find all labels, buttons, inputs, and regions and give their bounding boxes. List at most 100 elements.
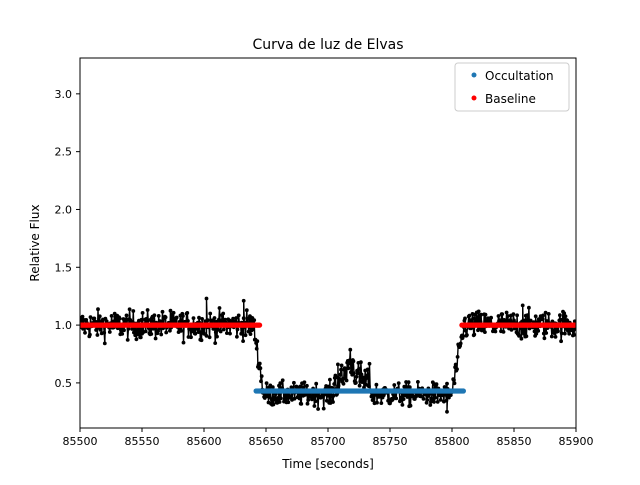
light-curve-point <box>179 329 184 333</box>
light-curve-point <box>236 313 241 318</box>
light-curve-point <box>476 309 481 314</box>
light-curve-point <box>199 338 204 343</box>
y-axis-label: Relative Flux <box>28 204 42 281</box>
light-curve-point <box>416 380 420 384</box>
light-curve-point <box>546 312 551 316</box>
light-curve-point <box>392 383 397 387</box>
light-curve-point <box>520 303 525 308</box>
light-curve-point <box>264 381 269 385</box>
light-curve-point <box>197 315 201 320</box>
light-curve-point <box>434 382 439 387</box>
x-tick-label: 85600 <box>187 435 222 448</box>
light-curve-point <box>428 403 433 407</box>
light-curve-point <box>286 400 291 405</box>
light-curve-point <box>185 311 190 315</box>
light-curve-point <box>212 326 216 331</box>
light-curve-point <box>160 309 165 314</box>
light-curve-point <box>432 400 436 404</box>
light-curve-point <box>346 366 351 371</box>
light-curve-point <box>96 307 100 312</box>
legend-occultation-label: Occultation <box>485 69 554 83</box>
light-curve-point <box>405 395 410 399</box>
light-curve-point <box>562 311 567 316</box>
y-tick-label: 1.0 <box>55 319 73 332</box>
light-curve-point <box>257 361 262 366</box>
light-curve-point <box>458 341 463 346</box>
light-curve-point <box>560 317 565 322</box>
light-curve-point <box>205 318 210 323</box>
light-curve-point <box>501 330 506 334</box>
light-curve-point <box>88 332 92 337</box>
light-curve-point <box>131 309 136 313</box>
light-curve-point <box>221 311 226 316</box>
light-curve-point <box>559 331 564 336</box>
light-curve-point <box>540 317 545 321</box>
light-curve-point <box>440 393 445 398</box>
light-curve-point <box>102 330 107 335</box>
light-curve-point <box>278 381 283 386</box>
light-curve-point <box>504 310 509 315</box>
light-curve-point <box>361 375 366 380</box>
light-curve-point <box>152 313 157 318</box>
light-curve-point <box>231 316 236 321</box>
light-curve-point <box>84 318 89 322</box>
light-curve-point <box>243 333 248 338</box>
light-curve-point <box>467 313 472 318</box>
light-curve-point <box>463 316 467 321</box>
light-curve-point <box>292 380 296 385</box>
light-curve-point <box>338 372 343 377</box>
light-curve-point <box>556 329 560 334</box>
light-curve-point <box>502 318 506 322</box>
light-curve-point <box>352 371 356 376</box>
light-curve-point <box>337 377 342 382</box>
light-curve-point <box>102 341 107 346</box>
light-curve-point <box>542 336 547 341</box>
light-curve-point <box>235 334 239 339</box>
light-curve-point <box>565 318 570 323</box>
light-curve-point <box>321 406 326 411</box>
light-curve-point <box>533 314 538 319</box>
light-curve-point <box>259 379 263 384</box>
x-tick-label: 85500 <box>63 435 98 448</box>
light-curve-point <box>553 335 558 339</box>
light-curve-point <box>367 361 372 366</box>
light-curve-point <box>521 327 526 332</box>
light-curve-point <box>240 330 245 335</box>
light-curve-point <box>97 314 102 319</box>
light-curve-point <box>483 312 488 317</box>
light-curve-point <box>302 380 307 385</box>
light-curve-point <box>174 315 179 320</box>
light-curve-point <box>145 308 150 312</box>
light-curve-point <box>354 374 359 379</box>
light-curve-point <box>120 332 125 336</box>
light-curve-point <box>207 335 212 340</box>
occultation-point <box>460 388 466 394</box>
light-curve-point <box>168 308 173 313</box>
light-curve-point <box>339 363 344 368</box>
light-curve-point <box>164 330 169 335</box>
light-curve-point <box>517 334 521 338</box>
light-curve-point <box>186 319 190 323</box>
light-curve-point <box>509 328 514 332</box>
light-curve-point <box>124 313 129 318</box>
light-curve-point <box>394 396 399 401</box>
light-curve-point <box>270 385 275 390</box>
light-curve-point <box>496 314 501 318</box>
light-curve-point <box>344 378 349 383</box>
light-curve-point <box>168 328 172 333</box>
light-curve-point <box>528 318 533 323</box>
light-curve-point <box>425 398 430 402</box>
light-curve-point <box>549 334 554 339</box>
light-curve-point <box>218 329 223 334</box>
light-curve-point <box>562 331 567 336</box>
light-curve-point <box>453 362 458 367</box>
light-curve-point <box>191 316 196 320</box>
light-curve-point <box>572 333 576 337</box>
light-curve-point <box>379 401 384 405</box>
light-curve-point <box>241 298 246 303</box>
light-curve-point <box>370 398 375 402</box>
light-curve-point <box>98 328 103 332</box>
light-curve-point <box>354 380 358 385</box>
light-curve-point <box>525 313 530 318</box>
